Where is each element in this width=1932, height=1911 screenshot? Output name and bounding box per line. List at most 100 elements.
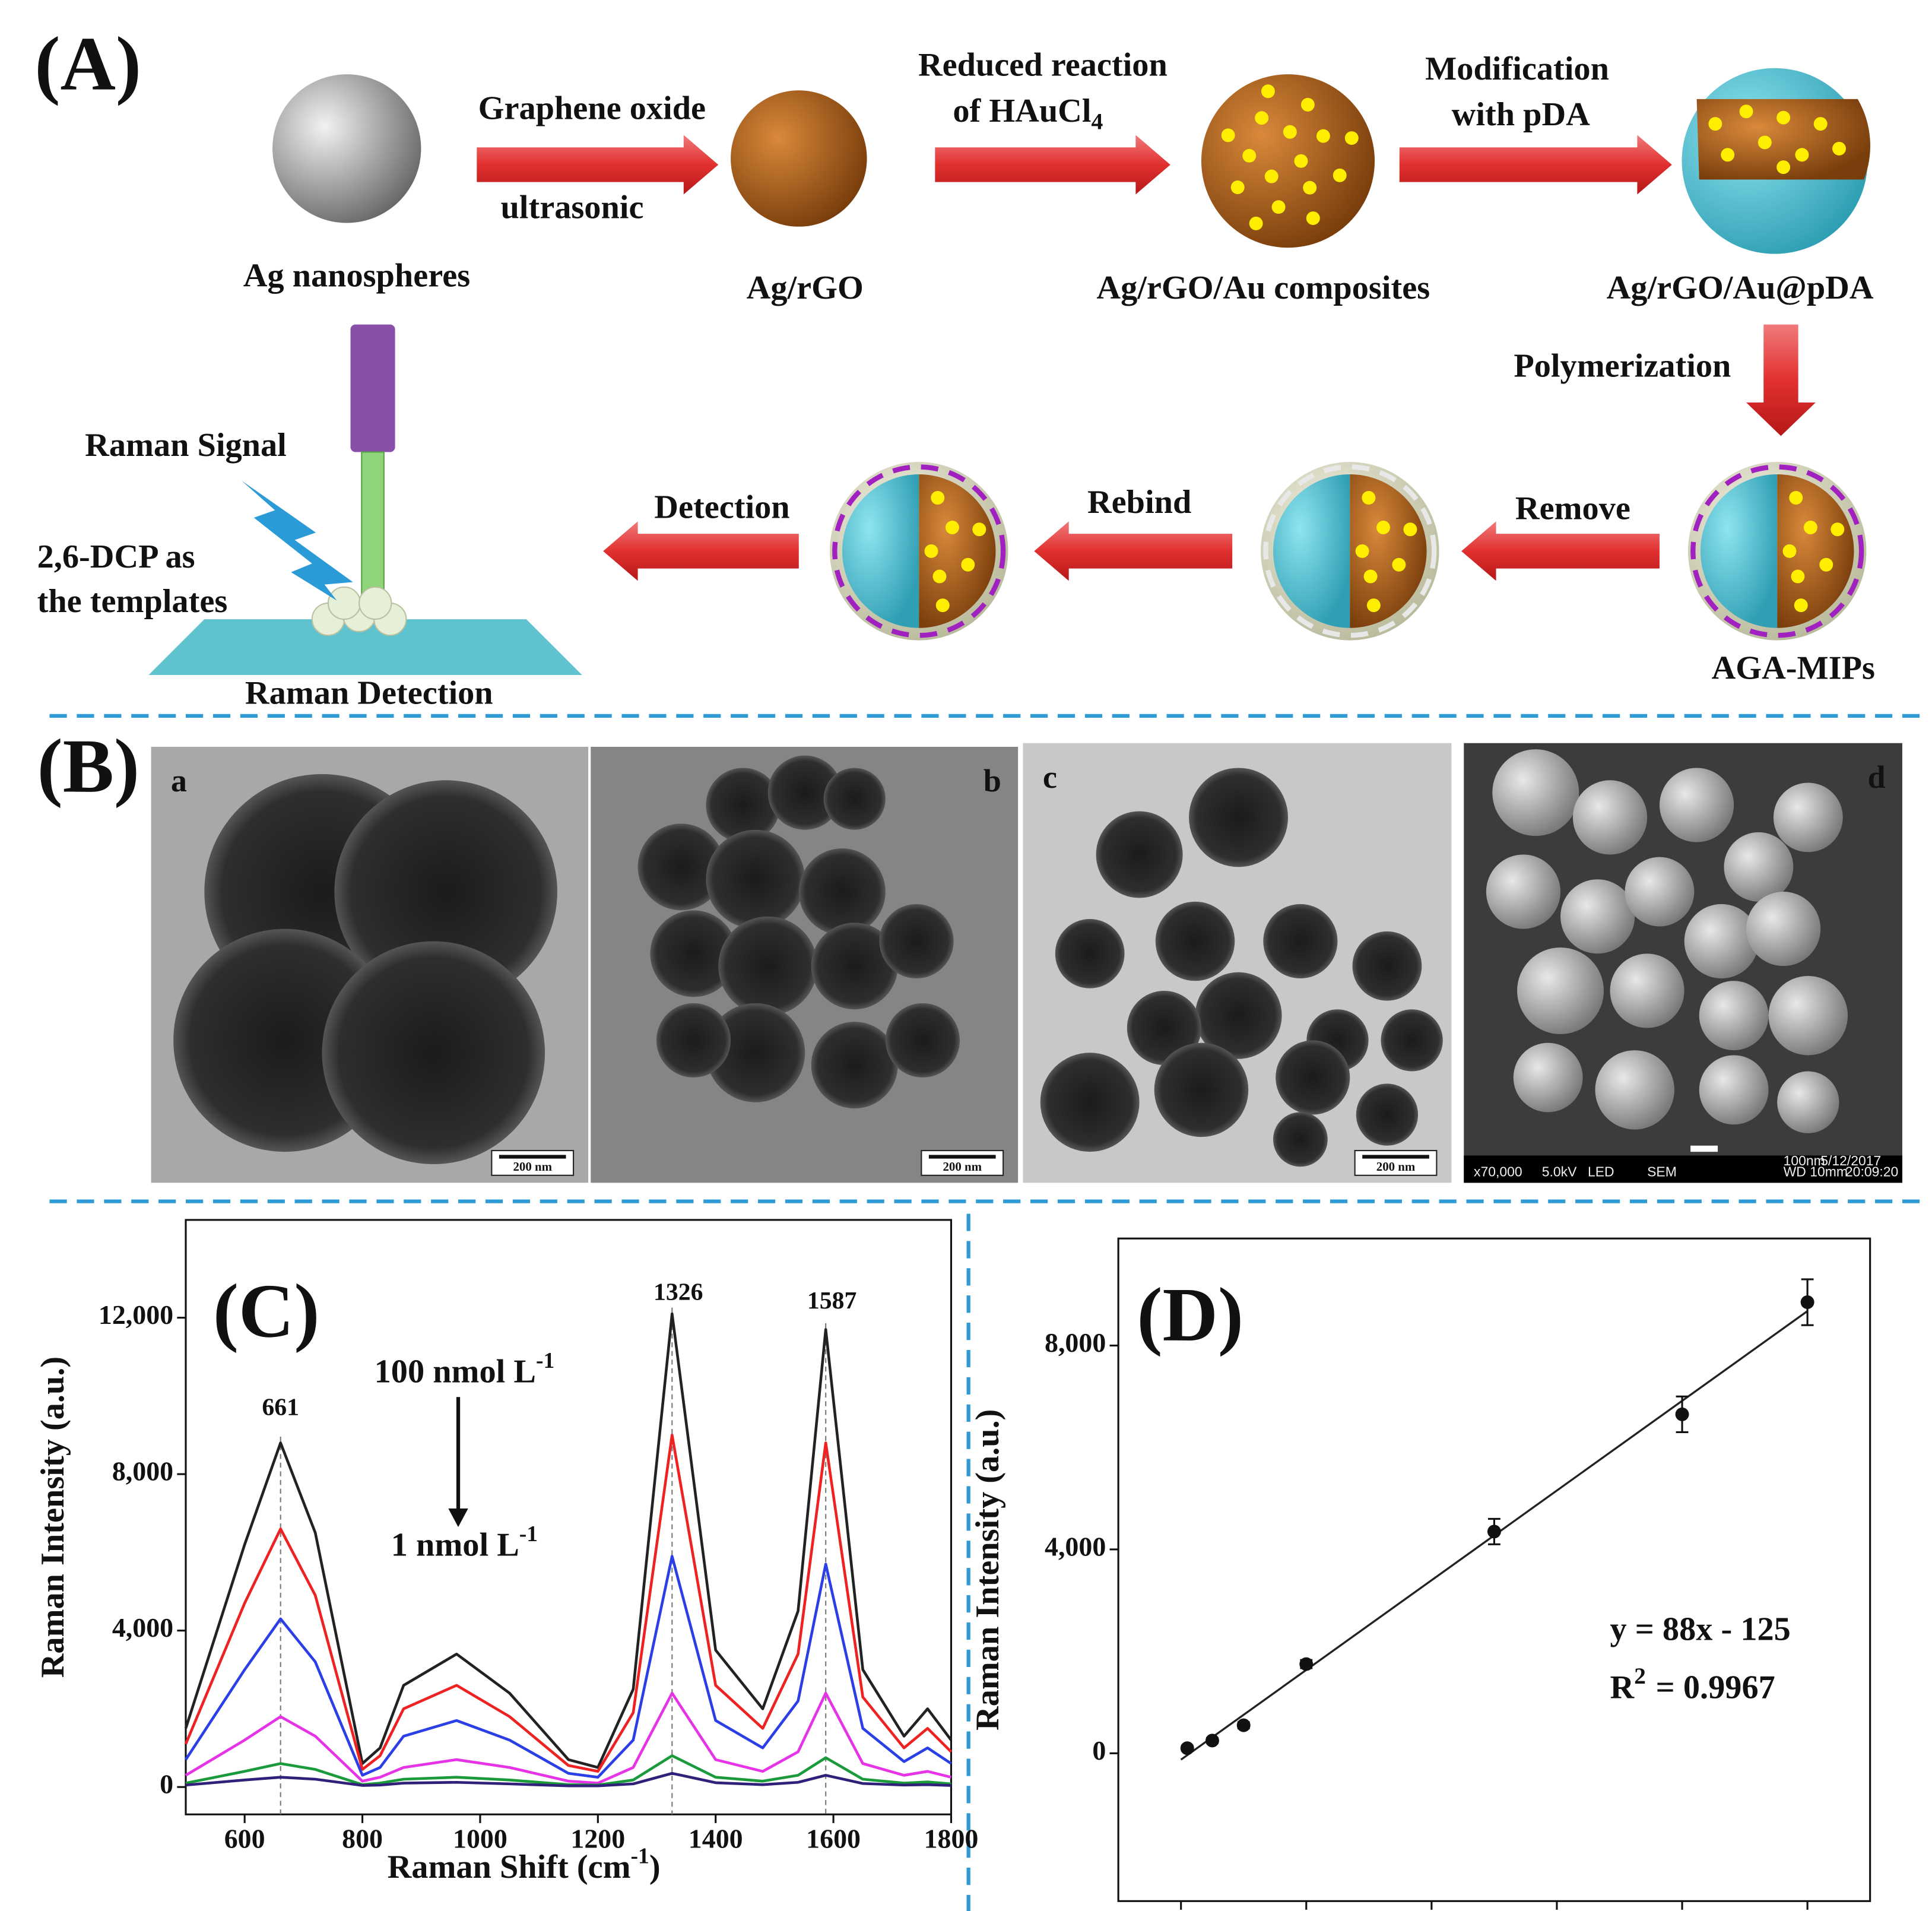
panel-label: (C) bbox=[213, 1268, 320, 1353]
particle bbox=[1273, 1112, 1328, 1167]
particle bbox=[767, 755, 842, 830]
gold-dot bbox=[1271, 200, 1286, 214]
particle bbox=[334, 780, 557, 1003]
gold-dot bbox=[932, 569, 947, 584]
image-label: b bbox=[984, 763, 1001, 798]
spectrum-line bbox=[185, 1691, 952, 1785]
arrow bbox=[1461, 521, 1660, 581]
sem-info: 20:09:20 bbox=[1845, 1164, 1898, 1180]
panel-label: (D) bbox=[1137, 1272, 1243, 1357]
core-cut bbox=[1696, 99, 1870, 180]
gold-dot bbox=[1355, 544, 1369, 558]
step-label: Graphene oxide bbox=[478, 90, 706, 127]
step-label: Remove bbox=[1515, 490, 1630, 527]
gold-dot bbox=[1333, 168, 1347, 182]
particle bbox=[811, 1022, 898, 1109]
particle bbox=[718, 916, 818, 1016]
particle bbox=[656, 1003, 731, 1077]
y-tick-label: 8,000 bbox=[1045, 1327, 1106, 1358]
gold-dot bbox=[1832, 141, 1846, 156]
axis-title: 1 nmol L-1 bbox=[391, 1522, 538, 1564]
step-label: ultrasonic bbox=[500, 189, 643, 226]
particle bbox=[1513, 1042, 1583, 1113]
product-label: AGA-MIPs bbox=[1712, 650, 1875, 687]
gold-dot bbox=[1344, 131, 1359, 145]
gold-dot bbox=[1789, 491, 1803, 505]
gold-dot bbox=[1739, 104, 1753, 119]
y-tick-label: 4,000 bbox=[1045, 1531, 1106, 1561]
scale-label: 200 nm bbox=[1376, 1159, 1416, 1174]
text: ) bbox=[649, 1849, 661, 1885]
particle bbox=[1699, 1055, 1769, 1125]
gold-dot bbox=[1776, 110, 1791, 125]
superscript: -1 bbox=[536, 1348, 554, 1373]
template-shell bbox=[1263, 464, 1437, 638]
y-axis-title: Raman Intensity (a.u.) bbox=[969, 1409, 1006, 1731]
trend-arrow-head bbox=[448, 1508, 468, 1527]
particle bbox=[1610, 953, 1684, 1028]
gold-dot bbox=[1795, 148, 1809, 162]
data-point bbox=[1236, 1718, 1251, 1732]
axis-title: Raman Shift (cm-1) bbox=[388, 1844, 661, 1885]
spectrum-line bbox=[184, 1312, 953, 1769]
data-point bbox=[1800, 1295, 1814, 1309]
scale-label: 200 nm bbox=[513, 1159, 552, 1174]
gold-dot bbox=[1249, 216, 1263, 230]
annotation: Raman Detection bbox=[245, 674, 493, 711]
gold-dot bbox=[1366, 598, 1381, 613]
particle bbox=[1724, 832, 1794, 902]
particle bbox=[1560, 879, 1635, 954]
gold-dot bbox=[1294, 154, 1308, 168]
sphere bbox=[731, 90, 867, 227]
text: Raman Shift (cm bbox=[388, 1849, 631, 1885]
y-tick-label: 4,000 bbox=[112, 1612, 173, 1643]
gold-dot bbox=[1708, 117, 1722, 131]
gold-dot bbox=[1221, 128, 1235, 142]
scale-bar-box bbox=[1354, 1150, 1438, 1176]
particle bbox=[1572, 780, 1648, 855]
sem-info: x70,000 bbox=[1474, 1164, 1522, 1180]
gold-dot bbox=[945, 521, 959, 534]
particle bbox=[1595, 1050, 1674, 1130]
analyte-bead bbox=[327, 586, 361, 620]
particle bbox=[823, 768, 886, 830]
particle bbox=[1625, 857, 1695, 927]
gold-dot bbox=[972, 522, 986, 537]
x-tick-label: 40 bbox=[1418, 1910, 1445, 1911]
template-shell bbox=[1690, 464, 1864, 638]
data-point bbox=[1180, 1741, 1194, 1755]
image-label: a bbox=[171, 763, 187, 798]
x-tick-label: 60 bbox=[1543, 1910, 1571, 1911]
brown-half bbox=[919, 474, 996, 628]
text: of HAuCl bbox=[953, 93, 1091, 129]
particle bbox=[650, 910, 737, 997]
particle bbox=[1699, 981, 1769, 1051]
subscript: 4 bbox=[1092, 109, 1103, 135]
gold-dot bbox=[1230, 180, 1245, 194]
gold-dot bbox=[931, 491, 945, 505]
gold-dot bbox=[1803, 521, 1817, 534]
gold-dot bbox=[935, 598, 950, 613]
particle bbox=[1263, 904, 1338, 979]
particle bbox=[811, 923, 898, 1010]
x-tick-label: 600 bbox=[224, 1824, 265, 1854]
x-tick-label: 1400 bbox=[689, 1824, 743, 1854]
particle bbox=[798, 848, 886, 936]
particle bbox=[1492, 749, 1579, 836]
peak-label: 1587 bbox=[807, 1287, 856, 1314]
x-tick-label: 80 bbox=[1668, 1910, 1696, 1911]
annotation: the templates bbox=[37, 583, 228, 620]
superscript: -1 bbox=[631, 1844, 649, 1868]
gold-dot bbox=[1300, 97, 1315, 112]
gold-dot bbox=[1794, 598, 1808, 613]
gold-dot bbox=[1776, 160, 1791, 175]
particle bbox=[1773, 782, 1843, 852]
particle bbox=[706, 768, 781, 842]
gold-dot bbox=[1813, 117, 1828, 131]
sphere bbox=[272, 74, 421, 223]
sphere bbox=[1201, 74, 1375, 248]
gold-dot bbox=[1757, 135, 1772, 150]
x-tick-label: 1200 bbox=[570, 1824, 625, 1854]
particle bbox=[885, 1003, 960, 1077]
gold-dot bbox=[1303, 180, 1317, 195]
